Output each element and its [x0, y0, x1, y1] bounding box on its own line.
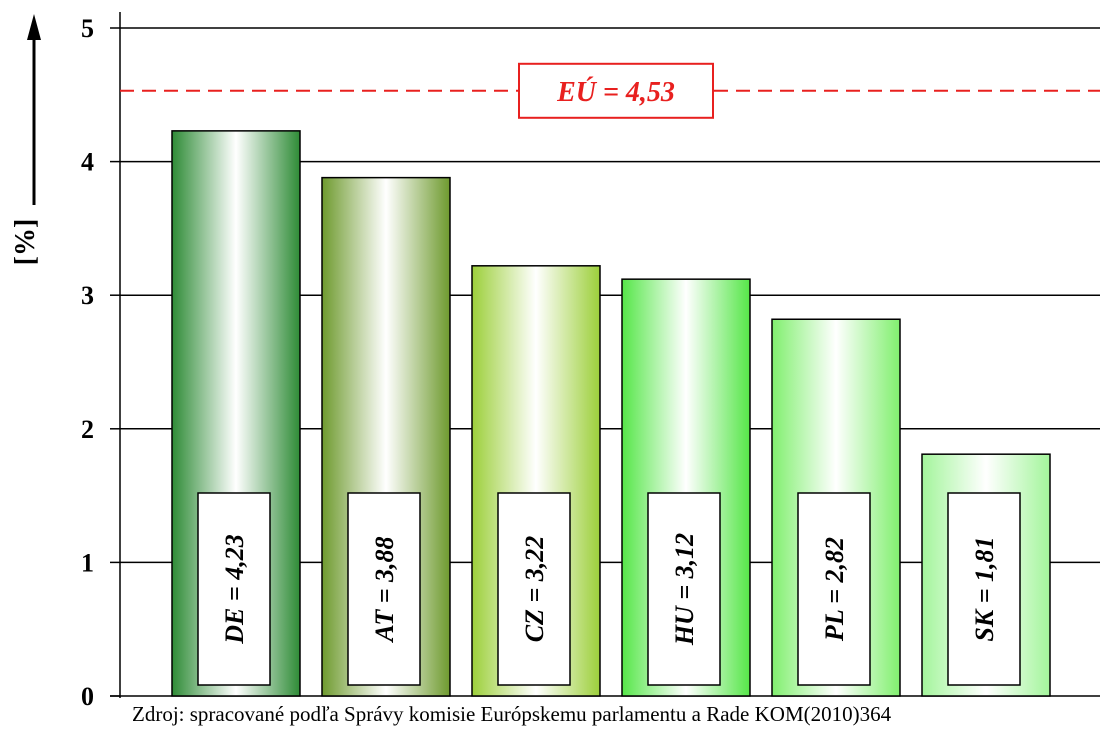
reference-label-box: [518, 62, 714, 119]
bar-label-box-hu: [647, 492, 721, 686]
bar-label-box-pl: [797, 492, 871, 686]
bar-label-box-sk: [947, 492, 1021, 686]
bar-label-hu: HU = 3,12: [670, 533, 699, 646]
bar-label-box-cz: [497, 492, 571, 686]
bar-label-cz: CZ = 3,22: [520, 536, 549, 643]
reference-line-group: EÚ = 4,53: [120, 62, 1100, 119]
bar-label-box-at: [347, 492, 421, 686]
y-tick-labels: 0 1 2 3 4 5: [81, 14, 94, 711]
bar-label-pl: PL = 2,82: [820, 537, 849, 642]
y-tick-label-5: 5: [81, 14, 94, 43]
y-tick-label-3: 3: [81, 281, 94, 310]
y-tick-label-2: 2: [81, 415, 94, 444]
y-tick-label-0: 0: [81, 682, 94, 711]
bar-label-sk: SK = 1,81: [970, 536, 999, 641]
y-tick-label-4: 4: [81, 148, 94, 177]
bar-label-de: DE = 4,23: [220, 534, 249, 644]
bar-label-at: AT = 3,88: [370, 536, 399, 643]
y-tick-label-1: 1: [81, 548, 94, 577]
y-axis-unit: [%]: [10, 14, 41, 265]
reference-label: EÚ = 4,53: [556, 77, 675, 108]
bars: DE = 4,23 AT = 3,88 CZ = 3,22 HU = 3,12 PL =…: [171, 130, 1051, 697]
bar-label-box-de: [197, 492, 271, 686]
y-axis-label: [%]: [10, 219, 41, 266]
y-axis-arrow-head: [27, 14, 41, 40]
source-note: Zdroj: spracované podľa Správy komisie E…: [132, 702, 892, 726]
